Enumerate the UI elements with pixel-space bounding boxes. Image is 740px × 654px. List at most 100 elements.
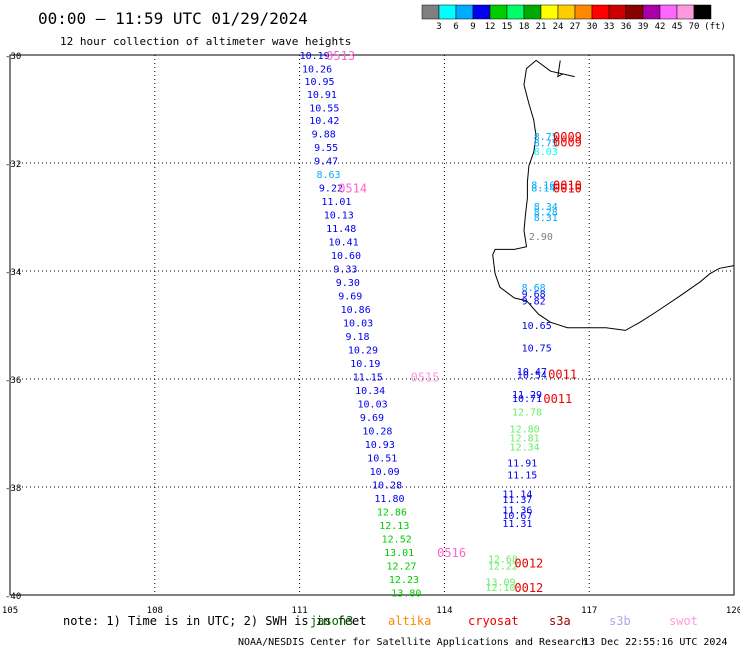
wave-height-value: 10.28 (362, 426, 392, 437)
legend-swatch (455, 4, 474, 20)
wave-height-value: 12.68 (488, 554, 518, 565)
legend-label: 45 (672, 22, 683, 32)
legend-swatch (659, 4, 678, 20)
color-legend: 3 6 9 12 15 18 21 24 27 30 33 36 39 42 45 70 (ft) (421, 4, 726, 32)
wave-height-value: 10.26 (302, 65, 332, 76)
wave-height-value: 10.47 (517, 367, 547, 378)
legend-swatch (472, 4, 491, 20)
wave-height-value: 12.80 (510, 425, 540, 436)
wave-height-value: 10.03 (358, 399, 388, 410)
wave-height-value: 10.55 (309, 103, 339, 114)
wave-height-value: 12.27 (386, 561, 416, 572)
wave-height-value: 10.67 (502, 511, 532, 522)
wave-height-value: 9.82 (522, 297, 546, 308)
wave-height-value: 8.34 (534, 202, 558, 213)
wave-height-value: 10.42 (309, 116, 339, 127)
footer-credit: NOAA/NESDIS Center for Satellite Applica… (238, 637, 587, 648)
lat-tick-label: -38 (5, 484, 21, 494)
australia-coastline (492, 59, 735, 331)
footer-note: note: 1) Time is in UTC; 2) SWH is in fe… (63, 614, 366, 628)
wave-height-value: 9.69 (360, 413, 384, 424)
legend-swatch (421, 4, 440, 20)
pass-id-label: 0011 (543, 392, 572, 406)
lon-tick-label: 120 (726, 606, 740, 616)
coastline (492, 59, 735, 331)
wave-height-value: 12.52 (382, 534, 412, 545)
wave-height-value: 10.71 (512, 394, 542, 405)
wave-height-value: 9.69 (338, 291, 362, 302)
lon-tick-label: 117 (581, 606, 597, 616)
satellite-name: altika (388, 614, 431, 628)
pass-id-label: 0010 (553, 181, 582, 195)
legend-unit: (ft) (704, 22, 726, 32)
lon-tick-label: 111 (291, 606, 307, 616)
legend-swatch (523, 4, 542, 20)
pass-labels: 0513051405150516000900090010001000110011… (326, 49, 582, 595)
wave-height-value: 9.55 (314, 143, 338, 154)
pass-id-label: 0515 (411, 370, 440, 384)
wave-height-value: 8.03 (534, 147, 558, 158)
wave-height-value: 9.88 (312, 129, 336, 140)
satellite-legend: jason3 altika cryosat s3a s3b swot (310, 614, 698, 628)
legend-label: 70 (689, 22, 700, 32)
wave-height-value: 12.81 (510, 433, 540, 444)
legend-swatch (506, 4, 525, 20)
legend-swatch (574, 4, 593, 20)
wave-height-value: 8.14 (531, 183, 555, 194)
wave-height-value: 11.15 (507, 471, 537, 482)
lat-lon-grid (10, 55, 734, 595)
wave-height-value: 13.09 (485, 578, 515, 589)
wave-height-value: 8.68 (522, 283, 546, 294)
map-frame (9, 54, 735, 596)
legend-label: 12 (485, 22, 496, 32)
satellite-name: s3a (549, 614, 571, 628)
wave-height-value: 10.13 (324, 210, 354, 221)
wave-height-value: 10.54 (517, 371, 547, 382)
wave-height-value: 10.03 (343, 318, 373, 329)
legend-label: 6 (453, 22, 458, 32)
wave-height-value: 11.01 (321, 197, 351, 208)
wave-height-value: 10.65 (522, 321, 552, 332)
wave-height-value: 10.75 (522, 344, 552, 355)
map-title: 00:00 – 11:59 UTC 01/29/2024 (38, 9, 308, 28)
legend-swatch (642, 4, 661, 20)
wave-height-value: 9.30 (336, 278, 360, 289)
lon-tick-label: 105 (2, 606, 18, 616)
legend-label: 36 (621, 22, 632, 32)
wave-height-value: 10.41 (329, 237, 359, 248)
pass-id-label: 0516 (437, 546, 466, 560)
legend-label: 27 (570, 22, 581, 32)
wave-height-value: 9.18 (345, 332, 369, 343)
wave-height-value: 13.01 (384, 548, 414, 559)
pass-id-label: 0012 (514, 581, 543, 595)
satellite-name: cryosat (468, 614, 519, 628)
legend-label: 39 (638, 22, 649, 32)
wave-height-value: 12.34 (510, 443, 540, 454)
axis-ticks: 105 108 111 114 117 120 -30 -32 -34 -36 -38 -40 (2, 52, 740, 616)
pass-id-label: 0514 (338, 181, 367, 195)
wave-height-value: 12.86 (377, 507, 407, 518)
wave-height-value: 11.14 (502, 489, 532, 500)
wave-height-value: 10.34 (355, 386, 385, 397)
legend-label: 15 (502, 22, 513, 32)
wave-height-value: 13.80 (391, 588, 421, 599)
wave-height-value: 10.19 (350, 359, 380, 370)
legend-label: 21 (536, 22, 547, 32)
pass-id-label: 0009 (553, 130, 582, 144)
wave-height-value: 11.80 (374, 494, 404, 505)
legend-swatch (540, 4, 559, 20)
pass-id-label: 0010 (553, 179, 582, 193)
satellite-name: swot (669, 614, 698, 628)
wave-height-value: 11.37 (502, 495, 532, 506)
map-subtitle: 12 hour collection of altimeter wave hei… (60, 35, 351, 48)
wave-height-value: 9.68 (522, 290, 546, 301)
legend-label: 18 (519, 22, 530, 32)
wave-height-value: 10.95 (304, 77, 334, 88)
wave-height-value: 12.23 (389, 575, 419, 586)
wave-height-value: 8.16 (531, 181, 555, 192)
wave-height-value: 9.22 (319, 183, 343, 194)
wave-height-value: 10.19 (300, 51, 330, 62)
wave-height-value: 9.33 (333, 264, 357, 275)
